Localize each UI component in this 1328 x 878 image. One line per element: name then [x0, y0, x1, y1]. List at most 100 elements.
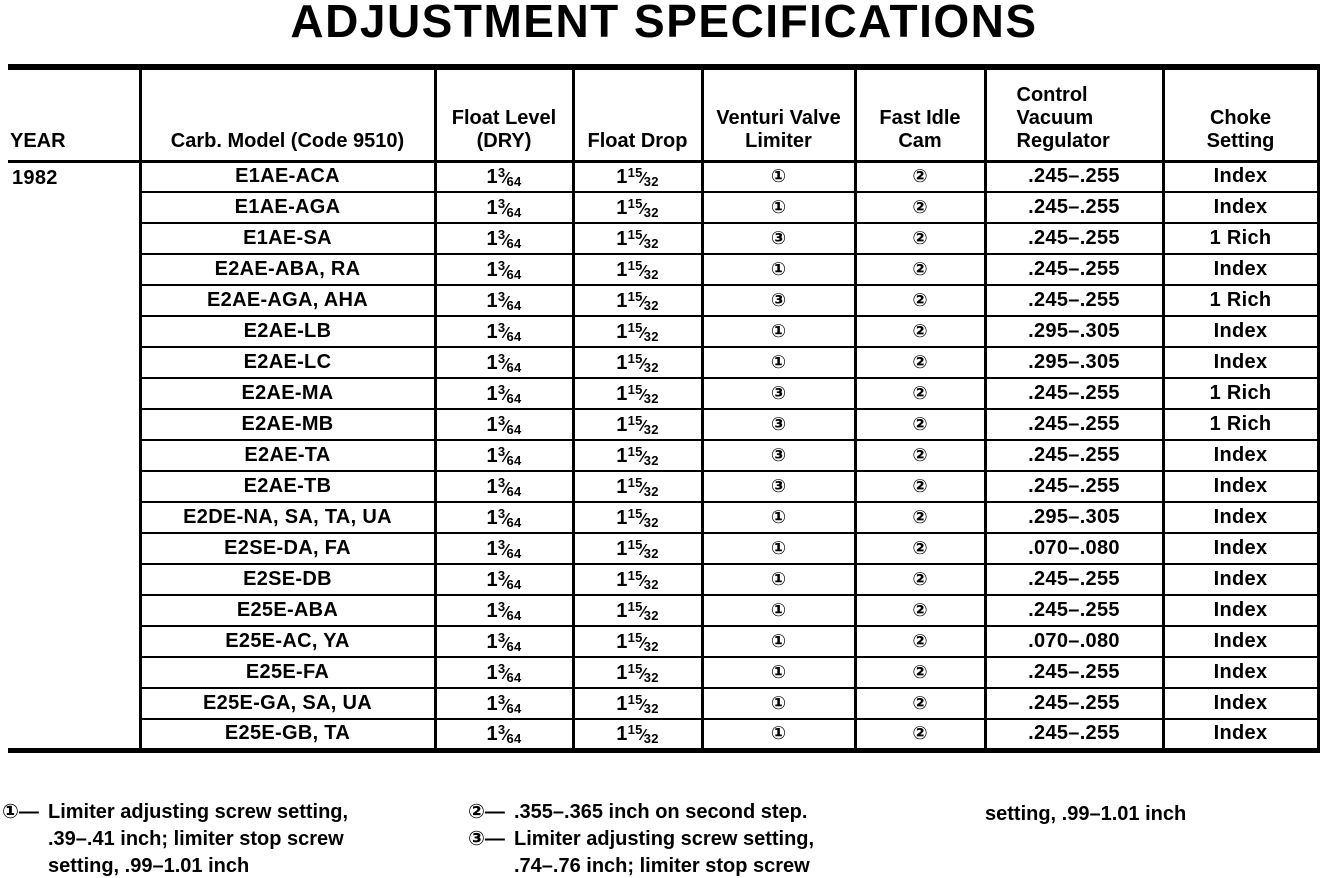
- cell-venturi-valve-limiter: ①: [700, 160, 857, 193]
- cell-float-level: 13⁄64: [433, 284, 575, 317]
- footnote-2: ②— .355–.365 inch on second step.: [468, 799, 988, 826]
- cell-choke-setting: Index: [1161, 439, 1320, 472]
- cell-carb-model: E25E-FA: [138, 656, 437, 689]
- table-row: 1982 E1AE-ACA 13⁄64 115⁄32 ① ② .245–.255 Index: [8, 160, 1320, 750]
- cell-float-level: 13⁄64: [433, 222, 575, 255]
- adjustment-specifications-table: YEAR Carb. Model (Code 9510) Float Level…: [8, 64, 1320, 753]
- cell-control-vacuum-regulator: .070–.080: [983, 532, 1165, 565]
- cell-float-drop: 115⁄32: [571, 501, 704, 534]
- cell-float-drop: 115⁄32: [571, 222, 704, 255]
- table-row: E25E-ABA 13⁄64 115⁄32 ① ② .245–.255 Index: [8, 594, 1320, 627]
- footnote-1-marker: ①—: [2, 801, 39, 823]
- cell-float-level: 13⁄64: [433, 501, 575, 534]
- footnote-3-continuation: setting, .99–1.01 inch: [985, 803, 1187, 825]
- cell-fast-idle-cam: ②: [853, 160, 987, 193]
- cell-control-vacuum-regulator: .245–.255: [983, 222, 1165, 255]
- page-title: ADJUSTMENT SPECIFICATIONS: [290, 0, 1038, 47]
- cell-float-level: 13⁄64: [433, 315, 575, 348]
- cell-carb-model: E25E-GA, SA, UA: [138, 687, 437, 720]
- cell-venturi-valve-limiter: ③: [700, 222, 857, 255]
- cell-venturi-valve-limiter: ①: [700, 532, 857, 565]
- cell-control-vacuum-regulator: .245–.255: [983, 718, 1165, 751]
- cell-fast-idle-cam: ②: [853, 191, 987, 224]
- col-header-fast-idle-cam: Fast Idle Cam: [853, 67, 985, 163]
- cell-fast-idle-cam: ②: [853, 625, 987, 658]
- cell-fast-idle-cam: ②: [853, 501, 987, 534]
- cell-venturi-valve-limiter: ①: [700, 501, 857, 534]
- cell-float-drop: 115⁄32: [571, 439, 704, 472]
- cell-control-vacuum-regulator: .295–.305: [983, 346, 1165, 379]
- cell-carb-model: E2AE-MB: [138, 408, 437, 441]
- cell-fast-idle-cam: ②: [853, 346, 987, 379]
- cell-carb-model: E25E-ABA: [138, 594, 437, 627]
- cell-float-drop: 115⁄32: [571, 594, 704, 627]
- cell-venturi-valve-limiter: ①: [700, 594, 857, 627]
- cell-fast-idle-cam: ②: [853, 439, 987, 472]
- footnote-2-marker: ②—: [468, 801, 505, 823]
- col-header-float-level: Float Level (DRY): [433, 67, 573, 163]
- cell-float-level: 13⁄64: [433, 656, 575, 689]
- cell-float-level: 13⁄64: [433, 191, 575, 224]
- cell-carb-model: E1AE-AGA: [138, 191, 437, 224]
- cell-control-vacuum-regulator: .295–.305: [983, 315, 1165, 348]
- cell-carb-model: E2AE-AGA, AHA: [138, 284, 437, 317]
- col-header-carb-model: Carb. Model (Code 9510): [138, 67, 435, 163]
- cell-venturi-valve-limiter: ①: [700, 563, 857, 596]
- cell-choke-setting: Index: [1161, 687, 1320, 720]
- cell-float-drop: 115⁄32: [571, 563, 704, 596]
- cell-carb-model: E2DE-NA, SA, TA, UA: [138, 501, 437, 534]
- table-row: E25E-AC, YA 13⁄64 115⁄32 ① ② .070–.080 Index: [8, 625, 1320, 658]
- cell-control-vacuum-regulator: .245–.255: [983, 439, 1165, 472]
- header-row: YEAR Carb. Model (Code 9510) Float Level…: [8, 67, 1320, 163]
- footnote-2-text: .355–.365 inch on second step.: [514, 801, 808, 823]
- cell-choke-setting: Index: [1161, 501, 1320, 534]
- col-header-float-drop: Float Drop: [571, 67, 702, 163]
- cell-venturi-valve-limiter: ③: [700, 377, 857, 410]
- cell-choke-setting: Index: [1161, 532, 1320, 565]
- cell-float-level: 13⁄64: [433, 346, 575, 379]
- cell-float-drop: 115⁄32: [571, 656, 704, 689]
- cell-carb-model: E25E-GB, TA: [138, 718, 437, 751]
- cell-carb-model: E2SE-DB: [138, 563, 437, 596]
- cell-choke-setting: Index: [1161, 253, 1320, 286]
- cell-control-vacuum-regulator: .245–.255: [983, 253, 1165, 286]
- table-row: E2AE-MA 13⁄64 115⁄32 ③ ② .245–.255 1 Rich: [8, 377, 1320, 410]
- cell-float-drop: 115⁄32: [571, 718, 704, 751]
- table-row: E2AE-LC 13⁄64 115⁄32 ① ② .295–.305 Index: [8, 346, 1320, 379]
- cell-venturi-valve-limiter: ①: [700, 656, 857, 689]
- cell-control-vacuum-regulator: .245–.255: [983, 563, 1165, 596]
- cell-venturi-valve-limiter: ③: [700, 470, 857, 503]
- cell-float-drop: 115⁄32: [571, 253, 704, 286]
- cell-choke-setting: Index: [1161, 718, 1320, 751]
- cell-float-level: 13⁄64: [433, 532, 575, 565]
- cell-choke-setting: Index: [1161, 346, 1320, 379]
- cell-choke-setting: Index: [1161, 191, 1320, 224]
- cell-fast-idle-cam: ②: [853, 687, 987, 720]
- cell-venturi-valve-limiter: ①: [700, 191, 857, 224]
- cell-float-level: 13⁄64: [433, 408, 575, 441]
- col-header-control-vacuum-regulator: Control Vacuum Regulator: [983, 67, 1163, 163]
- table-row: E2AE-TA 13⁄64 115⁄32 ③ ② .245–.255 Index: [8, 439, 1320, 472]
- table-row: E2SE-DB 13⁄64 115⁄32 ① ② .245–.255 Index: [8, 563, 1320, 596]
- cell-venturi-valve-limiter: ①: [700, 346, 857, 379]
- cell-float-level: 13⁄64: [433, 687, 575, 720]
- cell-choke-setting: Index: [1161, 594, 1320, 627]
- cell-float-level: 13⁄64: [433, 563, 575, 596]
- cell-float-drop: 115⁄32: [571, 346, 704, 379]
- footnote-3: ③— Limiter adjusting screw setting, .74–…: [468, 826, 988, 878]
- table-row: E25E-FA 13⁄64 115⁄32 ① ② .245–.255 Index: [8, 656, 1320, 689]
- year-cell: 1982: [8, 161, 142, 750]
- table-row: E2AE-MB 13⁄64 115⁄32 ③ ② .245–.255 1 Rich: [8, 408, 1320, 441]
- cell-control-vacuum-regulator: .245–.255: [983, 377, 1165, 410]
- cell-control-vacuum-regulator: .245–.255: [983, 470, 1165, 503]
- cell-carb-model: E2SE-DA, FA: [138, 532, 437, 565]
- cell-float-drop: 115⁄32: [571, 284, 704, 317]
- cell-control-vacuum-regulator: .295–.305: [983, 501, 1165, 534]
- cell-float-drop: 115⁄32: [571, 625, 704, 658]
- cell-control-vacuum-regulator: .245–.255: [983, 408, 1165, 441]
- cell-float-level: 13⁄64: [433, 253, 575, 286]
- cell-carb-model: E2AE-ABA, RA: [138, 253, 437, 286]
- cell-choke-setting: Index: [1161, 625, 1320, 658]
- table-row: E1AE-AGA 13⁄64 115⁄32 ① ② .245–.255 Index: [8, 191, 1320, 224]
